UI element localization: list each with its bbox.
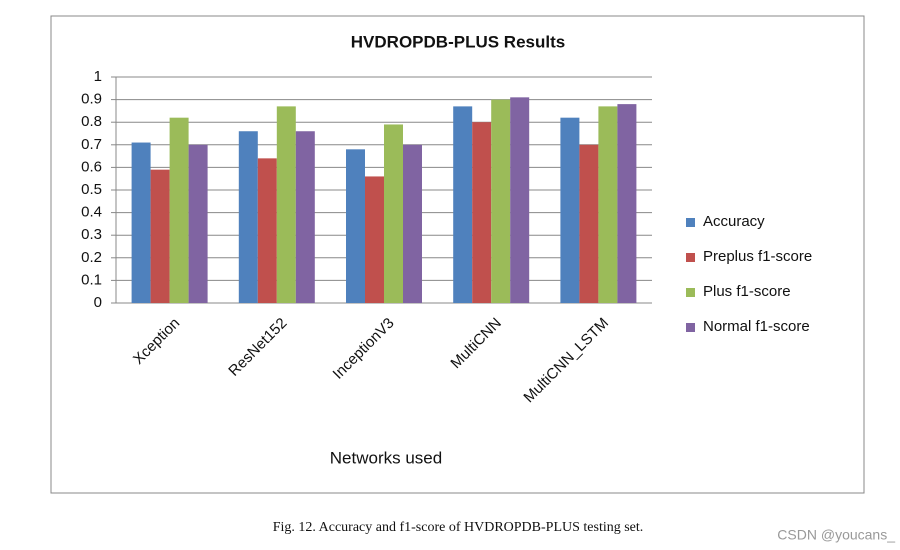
- y-tick-label: 0: [94, 294, 102, 311]
- y-tick-label: 0.2: [81, 249, 102, 266]
- bar: [257, 158, 277, 303]
- legend-label: Normal f1-score: [703, 318, 810, 335]
- legend-label: Plus f1-score: [703, 283, 791, 300]
- y-tick-label: 0.9: [81, 91, 102, 108]
- bar: [276, 106, 296, 303]
- legend-swatch: [686, 218, 695, 227]
- bar: [403, 144, 422, 303]
- bar: [346, 149, 365, 303]
- legend-label: Accuracy: [703, 213, 765, 230]
- bar: [598, 106, 618, 303]
- legend-swatch: [686, 323, 695, 332]
- y-tick-label: 0.7: [81, 136, 102, 153]
- y-tick-label: 1: [94, 68, 102, 85]
- bar: [150, 169, 170, 303]
- bar: [384, 124, 403, 304]
- bar: [169, 117, 189, 304]
- bar: [365, 176, 384, 303]
- x-axis-label: Networks used: [330, 448, 442, 467]
- bar: [491, 99, 511, 303]
- bar: [579, 144, 599, 303]
- bar: [560, 117, 580, 304]
- bar: [617, 104, 637, 304]
- legend-swatch: [686, 288, 695, 297]
- y-tick-label: 0.5: [81, 181, 102, 198]
- y-tick-label: 0.8: [81, 113, 102, 130]
- chart-title: HVDROPDB-PLUS Results: [351, 32, 565, 51]
- bar: [188, 144, 208, 303]
- bar: [453, 106, 473, 303]
- y-tick-label: 0.6: [81, 158, 102, 175]
- bar: [131, 142, 151, 303]
- y-tick-label: 0.3: [81, 226, 102, 243]
- caption: Fig. 12. Accuracy and f1-score of HVDROP…: [273, 520, 644, 535]
- legend-swatch: [686, 253, 695, 262]
- bar: [295, 131, 315, 303]
- legend-label: Preplus f1-score: [703, 248, 812, 265]
- y-tick-label: 0.1: [81, 271, 102, 288]
- watermark: CSDN @youcans_: [777, 527, 895, 543]
- bar: [238, 131, 258, 303]
- bar: [510, 97, 530, 303]
- bar: [472, 122, 492, 303]
- y-tick-label: 0.4: [81, 204, 102, 221]
